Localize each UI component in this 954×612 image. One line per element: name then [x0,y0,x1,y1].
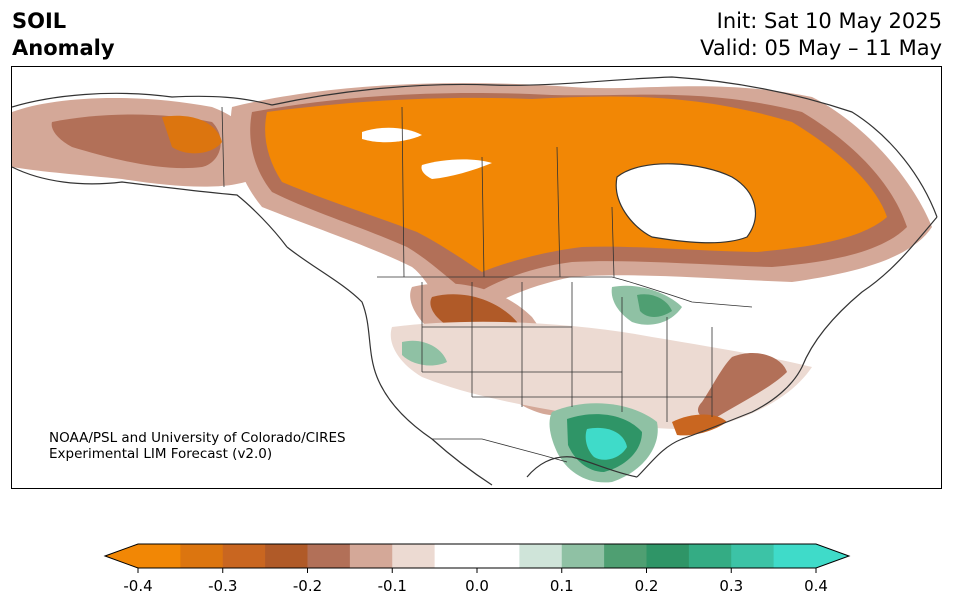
credit-line-1: NOAA/PSL and University of Colorado/CIRE… [49,430,346,446]
colorbar-swatch [138,544,181,568]
coastlines [12,76,938,486]
water-great-slave-lake [421,159,492,179]
credit-line-2: Experimental LIM Forecast (v2.0) [49,446,273,462]
colorbar-swatch [688,544,732,568]
coastline-east [636,216,938,478]
border-us-canada [377,276,753,308]
colorbar-swatch [477,544,520,568]
colorbar-tick-label: 0.2 [635,577,659,595]
colorbar-svg: -0.4 -0.3 -0.2 -0.1 0.0 0.1 0.2 0.3 0.4 [103,543,851,595]
colorbar-swatch [731,544,775,568]
colorbar-tick-label: 0.3 [719,577,743,595]
colorbar-tick-label: -0.4 [123,577,152,595]
colorbar-swatch [773,544,817,568]
water-hudson-bay [616,163,756,243]
credit-text: NOAA/PSL and University of Colorado/CIRE… [49,430,346,462]
colorbar-swatch [434,544,478,568]
anomaly-region-great-lakes-core [637,294,672,317]
colorbar-swatch [604,544,647,568]
map-canvas [12,76,938,486]
anomaly-map [11,66,942,489]
coastline-arctic [271,76,938,218]
colorbar-swatch [646,544,690,568]
colorbar-tick-label: -0.1 [378,577,407,595]
colorbar-tick-label: 0.4 [804,577,828,595]
anomaly-region-east-dry-2 [672,414,727,436]
forecast-dates: Init: Sat 10 May 2025 Valid: 05 May – 11… [700,8,942,62]
anomaly-region-texas-core [585,427,627,460]
border-us-mexico [432,438,568,463]
colorbar-tick-label: -0.3 [208,577,237,595]
coastline-alaska [12,92,288,248]
anomaly-region-east-dry [697,352,787,419]
colorbar-tick-label: -0.2 [293,577,322,595]
coastline-west [286,246,493,486]
border-states [421,282,713,422]
colorbar-swatch [265,544,308,568]
water-great-bear-lake [362,127,422,143]
colorbar-swatch [392,544,436,568]
colorbar-swatch [561,544,605,568]
colorbar-swatch [222,544,266,568]
colorbar-swatch [349,544,393,568]
title-line-1: SOIL [12,9,67,33]
colorbar-tick-label: 0.1 [550,577,574,595]
colorbar-swatch [180,544,224,568]
map-title: SOIL Anomaly [12,8,115,62]
anomaly-region-alaska-strong [162,115,222,154]
borders [221,106,753,463]
init-date: Init: Sat 10 May 2025 [716,9,942,33]
valid-range: Valid: 05 May – 11 May [700,36,942,60]
colorbar-swatch [519,544,563,568]
border-alaska-canada [221,106,225,188]
title-line-2: Anomaly [12,36,115,60]
colorbar-tick-label: 0.0 [465,577,489,595]
colorbar-extend-max [816,544,849,568]
colorbar-swatch [307,544,351,568]
colorbar-extend-min [105,544,138,568]
border-provinces [401,106,615,278]
coastline-gulf [526,456,638,478]
coastline-hudson [615,163,756,244]
anomaly-region-west-wet [402,340,447,366]
colorbar: -0.4 -0.3 -0.2 -0.1 0.0 0.1 0.2 0.3 0.4 [0,540,954,608]
